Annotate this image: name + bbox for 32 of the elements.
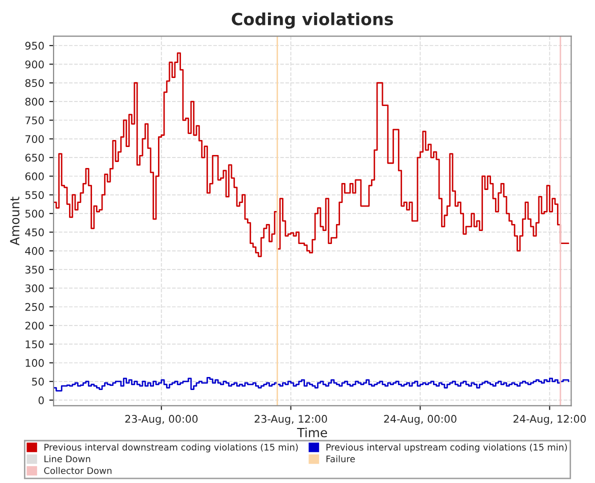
y-tick-label: 950 — [25, 42, 44, 50]
y-tick-label: 750 — [25, 116, 44, 124]
x-axis-title: Time — [297, 428, 328, 438]
legend-label: Previous interval downstream coding violations (15 min) — [44, 444, 298, 452]
y-tick-label: 900 — [25, 60, 44, 68]
y-tick-label: 550 — [25, 191, 44, 199]
y-tick-label: 700 — [25, 135, 44, 143]
legend-label: Previous interval upstream coding violations (15 min) — [326, 444, 567, 452]
chart-title: Coding violations — [232, 12, 393, 29]
y-tick-label: 150 — [26, 340, 44, 348]
x-tick-label: 24-Aug, 00:00 — [384, 414, 456, 425]
y-tick-label: 350 — [25, 266, 44, 274]
y-tick-label: 300 — [25, 284, 44, 292]
x-tick-label: 24-Aug, 12:00 — [514, 414, 586, 425]
y-tick-label: 850 — [25, 79, 44, 87]
y-tick-label: 250 — [25, 303, 44, 311]
y-tick-label: 200 — [25, 322, 44, 330]
y-tick-label: 100 — [26, 359, 44, 367]
legend-label: Failure — [326, 455, 355, 462]
legend-label: Collector Down — [44, 467, 112, 474]
y-tick-label: 400 — [25, 247, 44, 255]
y-tick-label: 450 — [25, 228, 44, 236]
x-tick-label: 23-Aug, 12:00 — [254, 414, 327, 425]
y-axis-title: Amount — [10, 196, 20, 246]
y-tick-label: 800 — [25, 98, 44, 106]
legend-label: Line Down — [44, 455, 90, 462]
y-tick-label: 500 — [25, 210, 44, 218]
y-tick-label: 650 — [25, 154, 44, 162]
x-tick-label: 23-Aug, 00:00 — [125, 414, 198, 425]
y-tick-label: 50 — [32, 378, 44, 386]
y-tick-label: 0 — [38, 396, 44, 404]
y-tick-label: 600 — [25, 172, 44, 180]
